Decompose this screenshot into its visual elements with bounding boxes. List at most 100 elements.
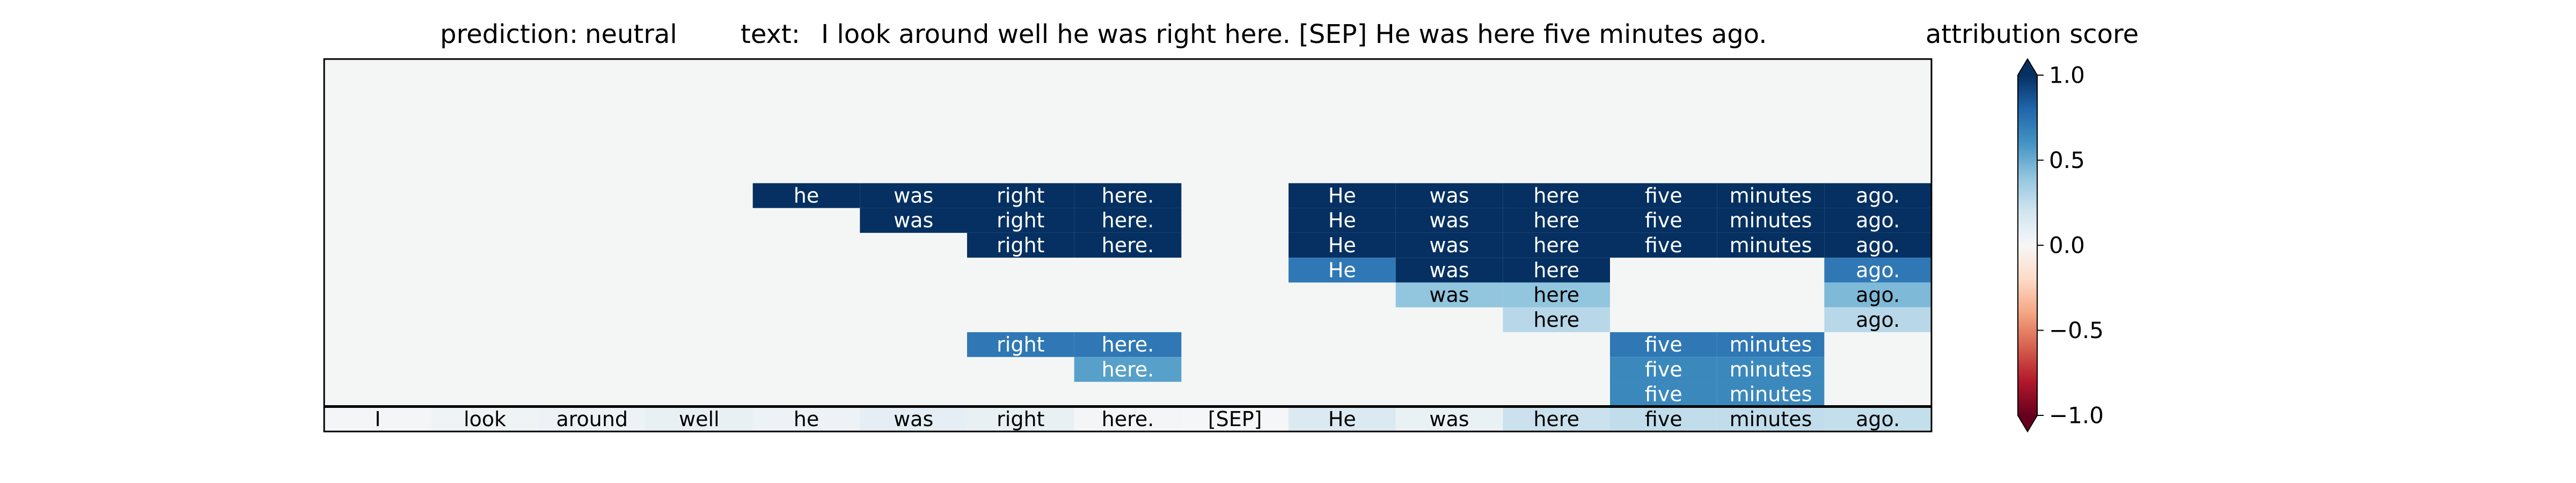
heatmap-cell-label: was: [1429, 209, 1469, 232]
token-label: here: [1533, 407, 1579, 431]
heatmap-cell-label: here.: [1102, 184, 1154, 207]
token-label: ago.: [1856, 407, 1900, 431]
heatmap-cell: [1610, 357, 1717, 382]
token-label: five: [1645, 407, 1682, 431]
token-label: was: [1429, 407, 1469, 431]
token-label: right: [997, 407, 1044, 431]
heatmap-cell: [1717, 382, 1825, 407]
heatmap-cell-label: was: [1429, 184, 1469, 207]
heatmap-cell-label: ago.: [1856, 308, 1900, 332]
heatmap-cell: [1289, 183, 1396, 208]
token-cell: [1289, 406, 1396, 431]
heatmap-cell: [1289, 258, 1396, 283]
heatmap-cell-label: he: [794, 184, 819, 207]
heatmap-cell: [1289, 208, 1396, 233]
colorbar: attribution score 1.0 0.5 0.0 −0.5 −1.0: [1926, 19, 2139, 433]
heatmap-cell-label: five: [1645, 184, 1682, 207]
heatmap-cell-label: ago.: [1856, 209, 1900, 232]
heatmap-cell: [1074, 232, 1182, 258]
heatmap-cell: [1395, 232, 1503, 258]
heatmap-cell: [1824, 307, 1931, 332]
colorbar-ticks: 1.0 0.5 0.0 −0.5 −1.0: [2037, 62, 2104, 429]
text-value: I look around well he was right here. [S…: [821, 19, 1767, 49]
heatmap-cell: [1610, 382, 1717, 407]
colorbar-tick-label: 1.0: [2049, 62, 2085, 89]
token-label: around: [556, 407, 628, 431]
token-cell: [860, 406, 967, 431]
heatmap-cell-label: five: [1645, 383, 1682, 406]
heatmap-cell-label: ago.: [1856, 184, 1900, 207]
heatmap-cell-label: five: [1645, 209, 1682, 232]
heatmap-frame: [323, 58, 1933, 433]
heatmap-panel: he was right here. He was here five minutes ago. w…: [323, 58, 1933, 433]
token-cell: [1074, 406, 1182, 431]
token-label: here.: [1102, 407, 1154, 431]
heatmap-cell: [1395, 208, 1503, 233]
heatmap-cell-label: He: [1328, 258, 1356, 282]
heatmap-cell-label: here: [1533, 233, 1579, 257]
heatmap-cell: [1824, 232, 1931, 258]
heatmap-cell: [1610, 208, 1717, 233]
heatmap-cell-label: right: [997, 233, 1044, 257]
heatmap-cell: [860, 208, 967, 233]
heatmap-cell: [1503, 208, 1610, 233]
token-cell: [1610, 406, 1717, 431]
heatmap-cell-label: He: [1328, 233, 1356, 257]
heatmap-cell-label: minutes: [1730, 357, 1812, 381]
heatmap-cell: [1610, 332, 1717, 357]
prediction-value: neutral: [585, 19, 677, 49]
heatmap-cell-label: here.: [1102, 233, 1154, 257]
heatmap-cell: [1503, 282, 1610, 308]
token-cell: [646, 406, 753, 431]
token-cell: [752, 406, 860, 431]
heatmap-cell: [1289, 232, 1396, 258]
heatmap-cell-label: was: [1429, 283, 1469, 307]
heatmap-cell: [1503, 232, 1610, 258]
text-label: text:: [741, 19, 800, 49]
heatmap-cell-label: five: [1645, 357, 1682, 381]
heatmap-cell-label: here: [1533, 308, 1579, 332]
heatmap-cell-label: was: [894, 184, 933, 207]
prediction-label: prediction:: [440, 19, 578, 49]
heatmap-cell-label: right: [997, 209, 1044, 232]
heatmap-cell: [1074, 357, 1182, 382]
heatmap-cell-label: here.: [1102, 333, 1154, 356]
heatmap-cell-label: minutes: [1730, 233, 1812, 257]
heatmap-cell: [967, 208, 1074, 233]
heatmap-cell-label: minutes: [1730, 383, 1812, 406]
heatmap-cell-label: ago.: [1856, 233, 1900, 257]
heatmap-cell: [1824, 258, 1931, 283]
heatmap-cell: [1717, 357, 1825, 382]
token-label: look: [464, 407, 506, 431]
token-label: he: [794, 407, 819, 431]
heatmap-cell: [1824, 183, 1931, 208]
heatmap-cell: [1610, 232, 1717, 258]
heatmap-cell-label: five: [1645, 233, 1682, 257]
heatmap-cell: [1717, 332, 1825, 357]
heatmap-cell: [1610, 183, 1717, 208]
heatmap-cell-label: was: [1429, 258, 1469, 282]
heatmap-cell: [752, 183, 860, 208]
heatmap-cell: [1503, 258, 1610, 283]
colorbar-tick-label: 0.5: [2049, 147, 2085, 173]
token-cell: [1181, 406, 1289, 431]
token-cell: [324, 406, 431, 431]
heatmap-cell-label: was: [894, 209, 933, 232]
token-cell: [967, 406, 1074, 431]
token-cell: [1824, 406, 1931, 431]
heatmap-cell-label: right: [997, 184, 1044, 207]
heatmap-cell-label: He: [1328, 184, 1356, 207]
token-cell: [431, 406, 539, 431]
heatmap-cell: [1717, 208, 1825, 233]
heatmap-cell-label: here: [1533, 258, 1579, 282]
heatmap-cell: [1717, 232, 1825, 258]
heatmap-cell-label: ago.: [1856, 283, 1900, 307]
heatmap-cell: [860, 183, 967, 208]
heatmap-cell: [1395, 258, 1503, 283]
token-cell: [1717, 406, 1825, 431]
heatmap-cell: [1824, 282, 1931, 308]
heatmap-cell: [1717, 183, 1825, 208]
heatmap-cell-label: was: [1429, 233, 1469, 257]
